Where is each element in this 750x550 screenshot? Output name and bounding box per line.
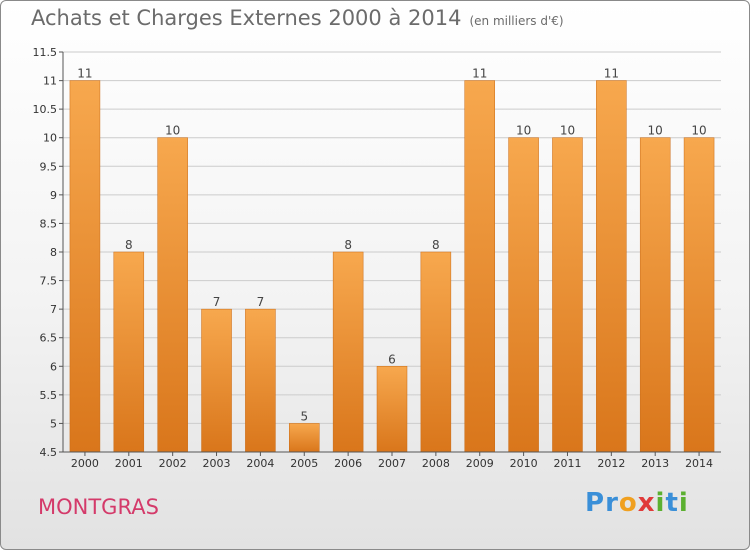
- x-tick-label: 2014: [685, 457, 713, 470]
- data-label: 10: [648, 124, 663, 138]
- x-tick-label: 2007: [378, 457, 406, 470]
- x-tick-label: 2002: [159, 457, 187, 470]
- bar-2005: [289, 423, 320, 453]
- data-label: 7: [257, 295, 265, 309]
- bar-2010: [508, 137, 539, 453]
- bar-2004: [245, 308, 276, 453]
- chart-title-text: Achats et Charges Externes 2000 à 2014: [31, 6, 462, 30]
- data-label: 10: [691, 124, 706, 138]
- bar-2013: [639, 137, 671, 453]
- bar-2000: [69, 80, 101, 453]
- bar-2012: [596, 80, 627, 453]
- y-tick-label: 6.5: [40, 332, 58, 345]
- x-tick-label: 2011: [553, 457, 581, 470]
- data-label: 11: [77, 67, 92, 81]
- y-tick-label: 7.5: [40, 275, 58, 288]
- bar-2001: [113, 251, 145, 453]
- x-tick-label: 2006: [334, 457, 362, 470]
- logo-letter: i: [678, 488, 689, 518]
- x-tick-label: 2009: [466, 457, 494, 470]
- data-label: 11: [604, 67, 619, 81]
- bar-2003: [201, 308, 232, 453]
- bar-2007: [376, 366, 408, 453]
- logo-letter: r: [605, 488, 619, 518]
- logo-letter: P: [585, 488, 606, 518]
- y-tick-label: 8.5: [40, 217, 58, 230]
- x-tick-label: 2005: [290, 457, 318, 470]
- bar-2014: [683, 137, 715, 453]
- x-tick-label: 2004: [246, 457, 274, 470]
- y-tick-label: 5.5: [40, 389, 58, 402]
- y-tick-label: 10.5: [33, 103, 58, 116]
- data-label: 11: [472, 67, 487, 81]
- axes: 4.5 5 5.5 6 6.5 7 7.5 8 8.5 9 9.5 10 10.5 11 11.5 2000 2…: [33, 46, 721, 470]
- chart-subtitle: (en milliers d'€): [469, 14, 564, 28]
- y-tick-label: 9: [50, 189, 57, 202]
- x-tick-label: 2001: [115, 457, 143, 470]
- data-label: 7: [213, 295, 221, 309]
- data-label: 6: [388, 352, 396, 366]
- data-label: 8: [344, 238, 352, 252]
- logo-letter: o: [618, 488, 638, 518]
- bar-2008: [420, 251, 452, 453]
- chart-title: Achats et Charges Externes 2000 à 2014 (e…: [31, 6, 564, 30]
- y-tick-label: 11.5: [33, 46, 58, 59]
- x-tick-label: 2008: [422, 457, 450, 470]
- data-label: 8: [125, 238, 133, 252]
- logo-letter: t: [665, 488, 679, 518]
- x-tick-label: 2012: [597, 457, 625, 470]
- data-label: 10: [516, 124, 531, 138]
- y-tick-label: 9.5: [40, 160, 58, 173]
- x-tick-label: 2000: [71, 457, 99, 470]
- y-tick-label: 5: [50, 417, 57, 430]
- bar-2006: [332, 251, 364, 453]
- y-tick-label: 4.5: [40, 446, 58, 459]
- y-tick-label: 7: [50, 303, 57, 316]
- y-tick-label: 6: [50, 360, 57, 373]
- logo-letter: x: [637, 488, 656, 518]
- data-label: 10: [165, 124, 180, 138]
- data-label: 10: [560, 124, 575, 138]
- bar-2011: [552, 137, 583, 453]
- y-tick-label: 10: [43, 132, 57, 145]
- bar-2009: [464, 80, 495, 453]
- proxiti-logo[interactable]: Proxiti: [585, 488, 689, 518]
- bars: 11 8 10 7 7 5 8 6 8 11 10 10 11 10 10: [69, 67, 715, 453]
- y-tick-label: 11: [43, 75, 57, 88]
- town-name: MONTGRAS: [38, 495, 159, 519]
- bar-2002: [157, 137, 188, 453]
- data-label: 5: [300, 409, 308, 423]
- x-tick-label: 2003: [203, 457, 231, 470]
- x-tick-label: 2010: [510, 457, 538, 470]
- y-tick-label: 8: [50, 246, 57, 259]
- x-tick-label: 2013: [641, 457, 669, 470]
- data-label: 8: [432, 238, 440, 252]
- logo-letter: i: [655, 488, 666, 518]
